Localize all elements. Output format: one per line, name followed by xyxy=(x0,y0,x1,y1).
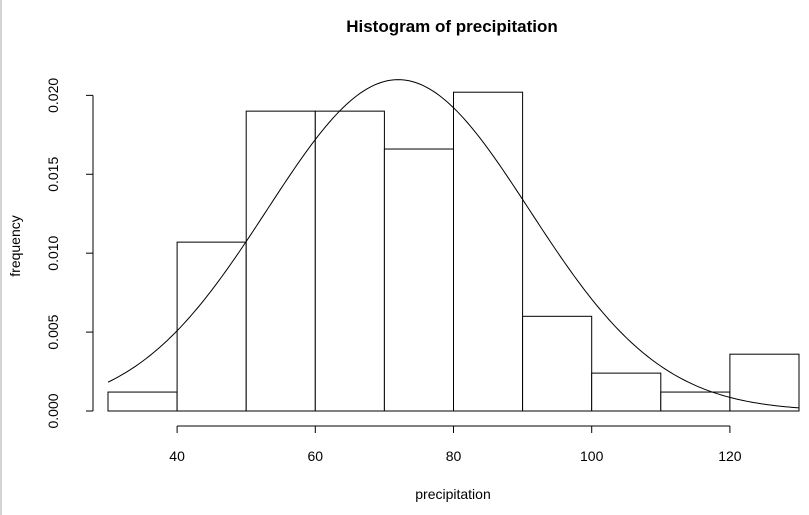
x-tick-label: 120 xyxy=(718,448,742,464)
histogram-bar-3 xyxy=(245,110,316,412)
x-tick-label: 40 xyxy=(169,448,185,464)
histogram-bar-10 xyxy=(729,353,800,412)
y-tick-label: 0.020 xyxy=(45,78,61,113)
y-axis: 0.000 0.005 0.010 0.015 0.020 xyxy=(45,78,94,429)
histogram-bar-5 xyxy=(383,148,454,412)
y-tick-label: 0.010 xyxy=(45,235,61,270)
histogram-bar-7 xyxy=(522,315,593,412)
x-tick-label: 100 xyxy=(580,448,604,464)
y-axis-label: frequency xyxy=(7,215,23,276)
x-axis: 40 60 80 100 120 xyxy=(169,425,742,464)
x-axis-label: precipitation xyxy=(415,486,491,502)
histogram-bar-8 xyxy=(591,372,662,412)
window-edge xyxy=(0,0,2,515)
histogram-bar-1 xyxy=(107,391,178,412)
y-tick-label: 0.005 xyxy=(45,314,61,349)
x-tick-label: 60 xyxy=(308,448,324,464)
chart-title: Histogram of precipitation xyxy=(346,17,558,36)
density-curve xyxy=(107,79,800,409)
histogram-bar-2 xyxy=(176,241,247,412)
x-tick-label: 80 xyxy=(446,448,462,464)
histogram-bar-4 xyxy=(314,110,385,412)
y-tick-label: 0.000 xyxy=(45,393,61,428)
histogram-bar-6 xyxy=(453,91,524,412)
y-tick-label: 0.015 xyxy=(45,157,61,192)
histogram-bars xyxy=(107,91,800,412)
